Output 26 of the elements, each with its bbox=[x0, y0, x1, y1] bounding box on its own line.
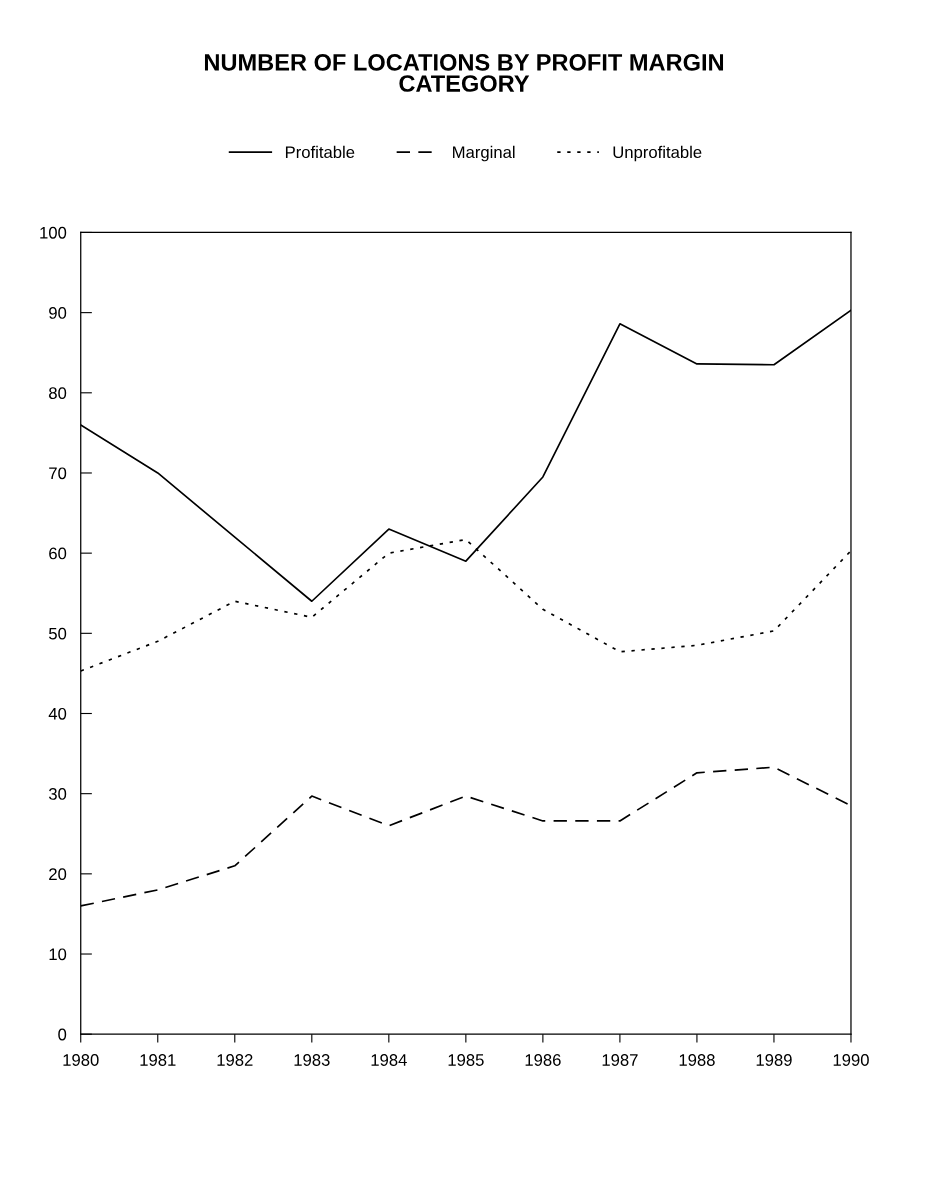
x-tick-label: 1983 bbox=[294, 1054, 330, 1066]
x-tick-label: 1980 bbox=[63, 1054, 99, 1066]
x-tick-label: 1984 bbox=[371, 1054, 407, 1066]
y-tick-label: 40 bbox=[48, 707, 67, 720]
x-tick-label: 1986 bbox=[525, 1054, 561, 1066]
y-tick-label: 60 bbox=[49, 547, 67, 560]
y-tick-label: 20 bbox=[49, 868, 67, 881]
x-tick-label: 1981 bbox=[140, 1054, 176, 1066]
y-tick-label: 80 bbox=[49, 387, 67, 400]
y-tick-label: 100 bbox=[40, 226, 67, 239]
x-tick-label: 1990 bbox=[833, 1054, 869, 1066]
legend-label: Profitable bbox=[285, 145, 355, 159]
x-tick-label: 1985 bbox=[448, 1054, 484, 1066]
y-tick-label: 30 bbox=[48, 788, 67, 800]
legend-label: Unprofitable bbox=[613, 145, 702, 162]
y-tick-label: 90 bbox=[49, 307, 67, 319]
x-tick-label: 1987 bbox=[602, 1054, 638, 1066]
y-tick-label: 10 bbox=[49, 948, 67, 961]
legend-label: Marginal bbox=[453, 145, 515, 162]
x-tick-label: 1982 bbox=[217, 1054, 253, 1066]
x-tick-label: 1988 bbox=[679, 1054, 715, 1066]
y-tick-label: 50 bbox=[48, 627, 67, 640]
chart-title: NUMBER OF LOCATIONS BY PROFIT MARGIN CATEGORY bbox=[204, 53, 724, 92]
y-tick-label: 0 bbox=[58, 1028, 67, 1041]
y-tick-label: 70 bbox=[49, 467, 67, 480]
x-tick-label: 1989 bbox=[756, 1054, 792, 1066]
